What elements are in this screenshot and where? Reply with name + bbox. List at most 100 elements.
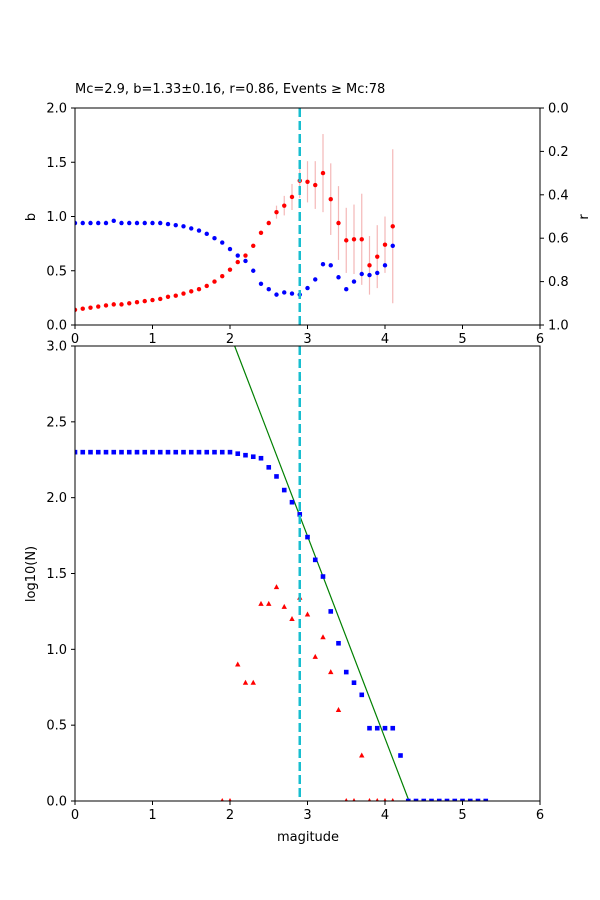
incremental-point	[383, 798, 387, 801]
y-tick-label: 0.5	[46, 264, 67, 279]
x-tick-label: 3	[303, 332, 311, 347]
data-point	[181, 224, 186, 229]
cumulative-point	[88, 449, 93, 455]
cumulative-point	[274, 474, 279, 479]
cumulative-point	[483, 798, 489, 801]
data-point	[150, 220, 155, 226]
data-point	[111, 302, 116, 307]
y-tick-label: 2.0	[46, 491, 67, 506]
cumulative-point	[142, 449, 148, 455]
plot-frame	[74, 107, 541, 326]
cumulative-point	[467, 798, 473, 801]
cumulative-point	[413, 798, 419, 801]
data-point	[142, 220, 147, 226]
cumulative-point	[320, 574, 326, 579]
cumulative-point	[374, 725, 380, 731]
cumulative-point	[227, 449, 233, 455]
cumulative-point	[173, 449, 179, 455]
data-point	[75, 307, 78, 313]
data-point	[344, 238, 349, 243]
x-tick-label: 5	[458, 808, 466, 823]
x-tick-label: 1	[148, 332, 156, 347]
data-point	[158, 220, 163, 226]
incremental-point	[281, 603, 287, 609]
cumulative-point	[460, 798, 465, 801]
cumulative-point	[429, 798, 434, 801]
cumulative-point	[305, 534, 310, 540]
y-tick-label: 0.5	[46, 719, 67, 734]
incremental-point	[235, 661, 241, 667]
cumulative-point	[390, 725, 396, 731]
data-point	[390, 243, 395, 248]
data-point	[351, 237, 357, 242]
b-value-panel: Mc=2.9, b=1.33±0.16, r=0.86, Events ≥ Mc…	[24, 82, 592, 347]
y-axis-label-b: b	[24, 213, 39, 221]
data-point	[289, 291, 295, 296]
cumulative-point	[95, 449, 101, 455]
y-tick-label: 1.5	[46, 567, 67, 582]
data-point	[88, 305, 93, 310]
y-tick-label: 3.0	[46, 340, 67, 355]
incremental-point	[312, 653, 318, 659]
frequency-magnitude-panel: 0 1 2 3 4 5 6 0.0 0.5 1.0 1.5 2.0 2.5 3.0 magitude lo…	[24, 340, 544, 846]
incremental-point	[328, 669, 334, 675]
x-tick-label: 6	[536, 332, 544, 347]
data-point	[196, 286, 202, 292]
cumulative-point	[359, 692, 365, 698]
y-tick-label: 1.5	[46, 156, 67, 171]
data-point	[336, 275, 341, 280]
data-point	[111, 218, 116, 224]
incremental-point	[391, 798, 395, 801]
cumulative-point	[328, 609, 334, 614]
data-point	[251, 243, 256, 248]
y-tick-label: 2.0	[46, 102, 67, 117]
data-point	[382, 242, 388, 247]
incremental-point	[228, 798, 232, 801]
cumulative-point	[103, 449, 109, 455]
incremental-point	[289, 616, 295, 621]
cumulative-point	[336, 640, 341, 646]
data-point	[142, 298, 147, 304]
data-point	[305, 285, 310, 291]
data-point	[258, 230, 264, 235]
data-point	[189, 226, 194, 231]
data-point	[274, 209, 279, 215]
data-point	[313, 277, 318, 282]
incremental-point	[367, 798, 372, 801]
data-point	[134, 220, 140, 226]
data-point	[351, 279, 357, 284]
data-point	[344, 286, 349, 292]
cumulative-point	[75, 449, 78, 455]
bottom-plot-area: 0 1 2 3 4 5 6 0.0 0.5 1.0 1.5 2.0 2.5 3.0	[46, 340, 544, 824]
data-point	[328, 196, 333, 202]
y2-tick-label: 0.0	[548, 102, 569, 117]
data-point	[359, 237, 364, 242]
data-point	[127, 301, 132, 306]
cumulative-point	[258, 455, 264, 461]
data-point	[227, 246, 233, 252]
data-point	[80, 306, 85, 311]
data-point	[313, 182, 318, 188]
data-point	[382, 263, 388, 268]
chart-title: Mc=2.9, b=1.33±0.16, r=0.86, Events ≥ Mc…	[75, 82, 385, 97]
plot-content	[75, 346, 489, 801]
data-point	[150, 297, 155, 303]
cumulative-point	[181, 449, 186, 455]
data-point	[258, 281, 264, 286]
cumulative-point	[235, 451, 241, 456]
x-tick-label: 3	[303, 808, 311, 823]
cumulative-point	[219, 449, 225, 455]
data-point	[173, 222, 178, 228]
data-point	[359, 271, 364, 277]
x-tick-label: 4	[381, 332, 389, 347]
data-point	[282, 203, 287, 208]
y2-tick-label: 0.2	[548, 145, 569, 160]
cumulative-point	[111, 449, 117, 455]
data-point	[367, 263, 372, 268]
y-tick-label: 1.0	[46, 210, 67, 225]
data-point	[165, 294, 171, 299]
cumulative-point	[196, 449, 202, 455]
cumulative-point	[405, 798, 411, 801]
data-point	[204, 283, 209, 289]
